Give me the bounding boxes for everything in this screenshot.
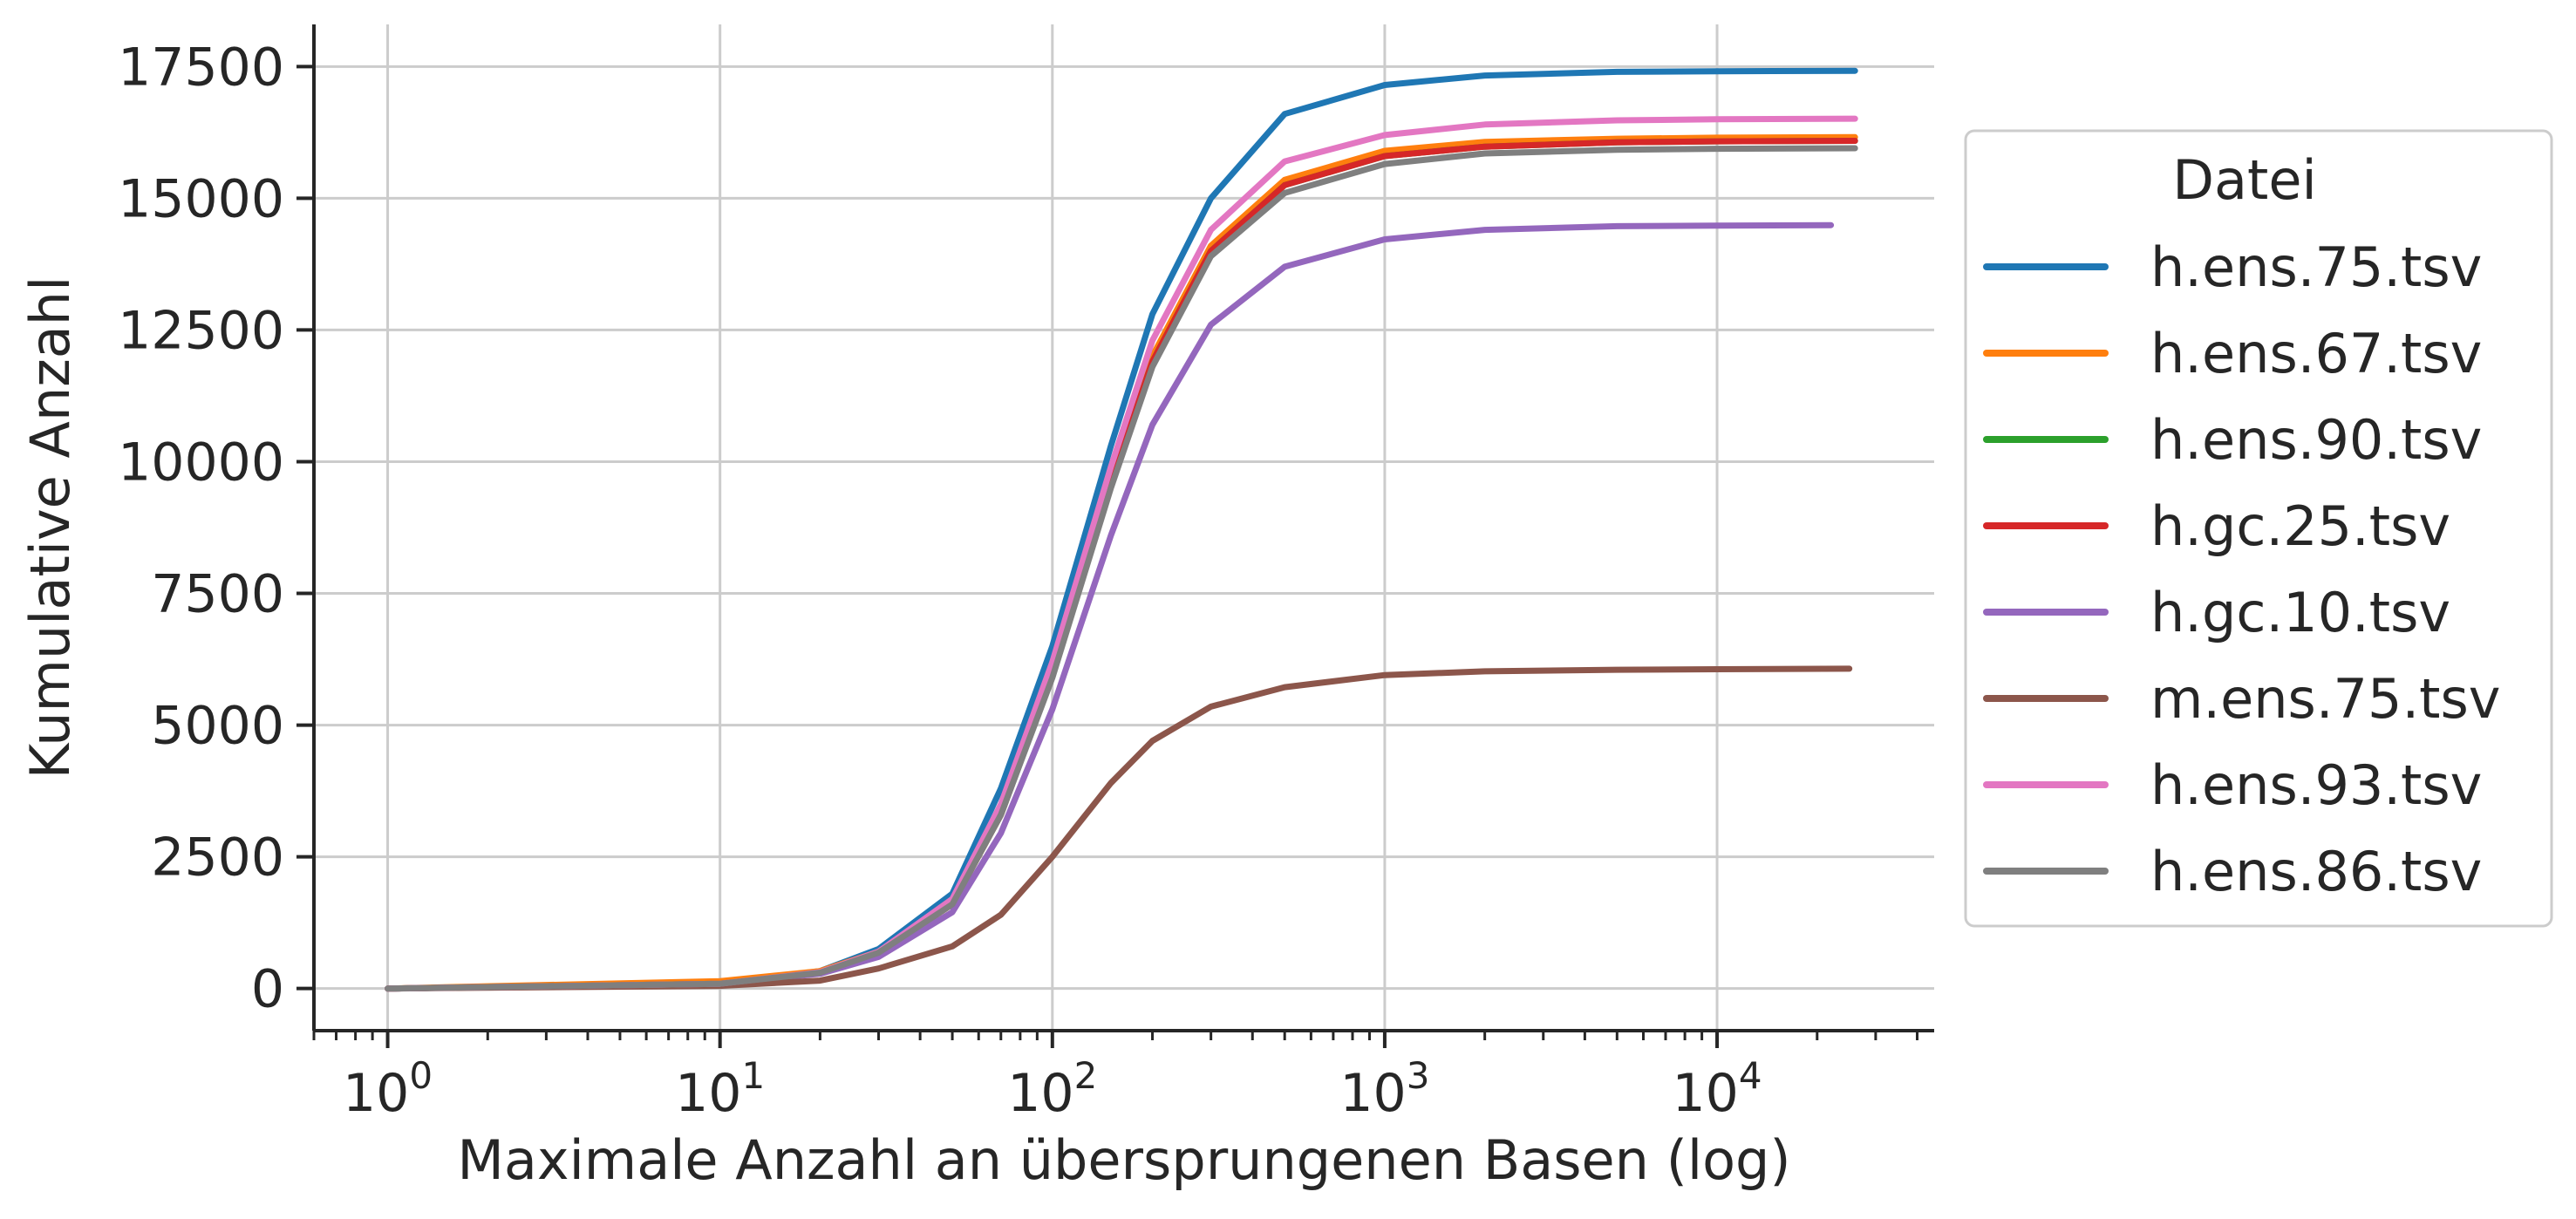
y-tick-label: 12500 — [118, 300, 284, 361]
legend: Datei h.ens.75.tsv h.ens.67.tsv h.ens.90.t… — [1964, 129, 2553, 928]
legend-label: h.gc.25.tsv — [2150, 494, 2450, 558]
grid-lines — [314, 24, 1934, 1031]
series-line — [385, 138, 1858, 992]
x-tick-label: 101 — [675, 1054, 765, 1124]
legend-label: m.ens.75.tsv — [2150, 667, 2500, 731]
y-tick-label: 10000 — [118, 432, 284, 493]
y-tick-label: 2500 — [151, 827, 284, 889]
legend-label: h.ens.75.tsv — [2150, 235, 2482, 299]
y-tick-label: 5000 — [151, 696, 284, 757]
legend-label: h.gc.10.tsv — [2150, 581, 2450, 644]
legend-box — [1964, 129, 2553, 928]
y-tick-label: 0 — [251, 959, 284, 1020]
legend-label: h.ens.93.tsv — [2150, 753, 2482, 817]
legend-items: h.ens.75.tsv h.ens.67.tsv h.ens.90.tsv h.gc… — [1983, 235, 2500, 903]
y-tick-label: 17500 — [118, 37, 284, 98]
legend-title: Datei — [2172, 148, 2316, 212]
series-line — [385, 138, 1858, 992]
y-axis-title: Kumulative Anzahl — [18, 276, 82, 780]
x-tick-label: 104 — [1672, 1054, 1762, 1124]
series-line — [385, 665, 1853, 992]
legend-label: h.ens.67.tsv — [2150, 322, 2482, 385]
axes — [312, 24, 1934, 1032]
series-line — [385, 145, 1858, 992]
x-axis-title: Maximale Anzahl an übersprungenen Basen … — [457, 1128, 1790, 1192]
legend-label: h.ens.86.tsv — [2150, 840, 2482, 903]
x-tick-label: 102 — [1007, 1054, 1097, 1124]
x-tick-label: 103 — [1339, 1054, 1429, 1124]
y-ticks: 0 2500 5000 7500 10000 12500 15000 17500 — [118, 37, 314, 1020]
x-ticks: 100 101 102 103 104 — [312, 1031, 1919, 1124]
series-lines — [385, 67, 1858, 992]
x-tick-label: 100 — [343, 1054, 433, 1124]
series-line — [385, 67, 1858, 992]
series-line — [385, 133, 1858, 992]
y-tick-label: 7500 — [151, 564, 284, 625]
legend-label: h.ens.90.tsv — [2150, 408, 2482, 472]
y-tick-label: 15000 — [118, 168, 284, 229]
series-line — [385, 221, 1835, 992]
